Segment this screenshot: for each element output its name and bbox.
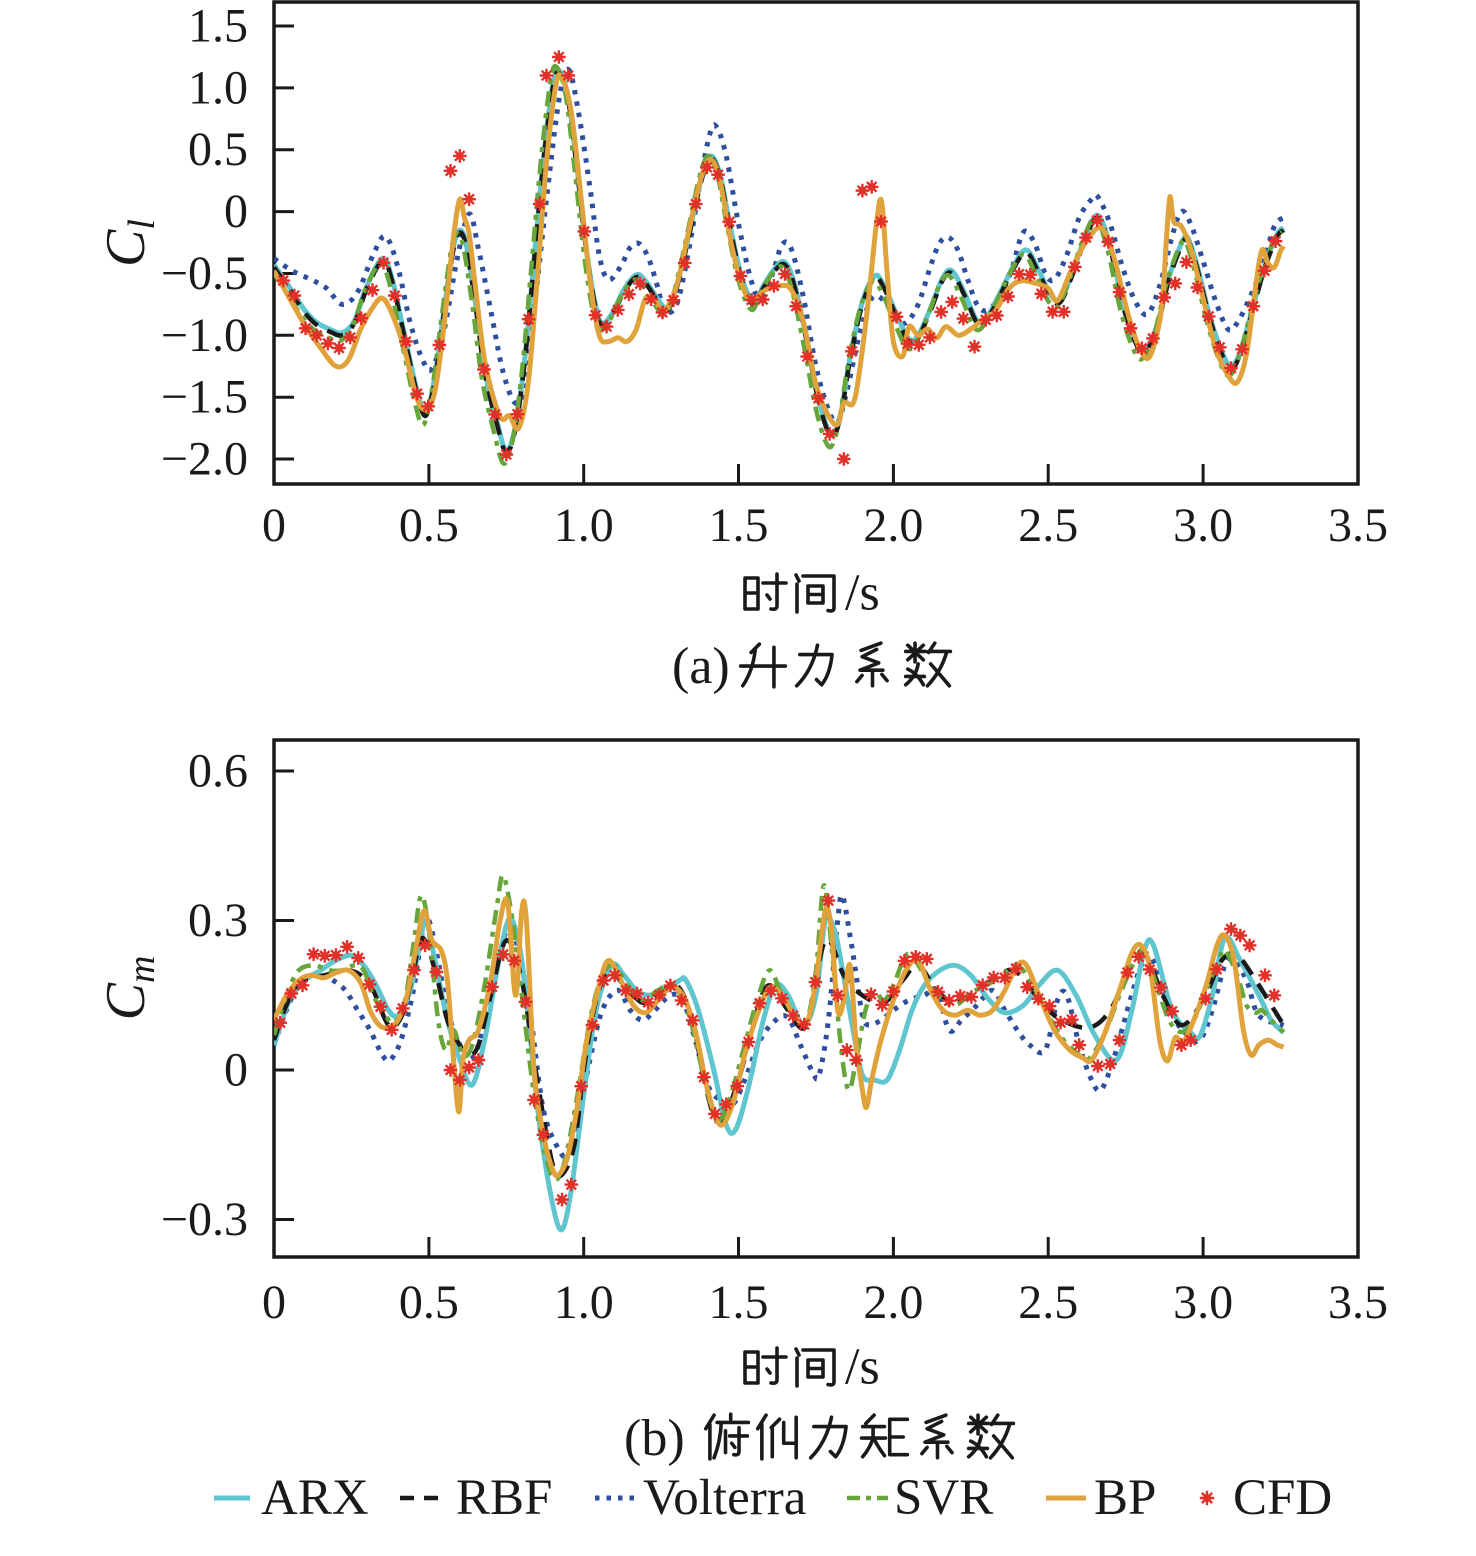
svg-text:−0.3: −0.3 bbox=[161, 1193, 248, 1246]
svg-text:CFD: CFD bbox=[1233, 1470, 1332, 1526]
svg-text:−1.5: −1.5 bbox=[161, 371, 248, 424]
svg-text:−1.0: −1.0 bbox=[161, 309, 248, 362]
svg-text:2.5: 2.5 bbox=[1018, 499, 1078, 552]
svg-text:3.0: 3.0 bbox=[1173, 1276, 1233, 1329]
svg-text:−0.5: −0.5 bbox=[161, 247, 248, 300]
svg-text:/s: /s bbox=[845, 1339, 880, 1396]
svg-text:3.0: 3.0 bbox=[1173, 499, 1233, 552]
svg-text:RBF: RBF bbox=[456, 1470, 552, 1526]
svg-text:(b): (b) bbox=[624, 1410, 685, 1467]
svg-text:(a): (a) bbox=[672, 638, 730, 695]
svg-text:2.0: 2.0 bbox=[863, 499, 923, 552]
svg-text:0: 0 bbox=[262, 499, 286, 552]
svg-text:0.5: 0.5 bbox=[188, 123, 248, 176]
svg-text:0: 0 bbox=[224, 185, 248, 238]
svg-text:3.5: 3.5 bbox=[1328, 499, 1388, 552]
svg-text:2.5: 2.5 bbox=[1018, 1276, 1078, 1329]
svg-text:−2.0: −2.0 bbox=[161, 433, 248, 486]
svg-text:0: 0 bbox=[224, 1044, 248, 1097]
svg-text:0: 0 bbox=[262, 1276, 286, 1329]
svg-text:2.0: 2.0 bbox=[863, 1276, 923, 1329]
svg-text:Volterra: Volterra bbox=[643, 1470, 806, 1526]
svg-text:1.0: 1.0 bbox=[188, 61, 248, 114]
svg-text:3.5: 3.5 bbox=[1328, 1276, 1388, 1329]
svg-text:1.0: 1.0 bbox=[554, 1276, 614, 1329]
svg-text:SVR: SVR bbox=[894, 1470, 993, 1526]
svg-text:1.0: 1.0 bbox=[554, 499, 614, 552]
svg-text:1.5: 1.5 bbox=[188, 0, 248, 53]
svg-text:0.5: 0.5 bbox=[399, 499, 459, 552]
svg-text:ARX: ARX bbox=[261, 1470, 369, 1526]
svg-text:1.5: 1.5 bbox=[709, 1276, 769, 1329]
svg-text:/s: /s bbox=[845, 565, 880, 622]
svg-text:BP: BP bbox=[1094, 1470, 1156, 1526]
svg-text:0.5: 0.5 bbox=[399, 1276, 459, 1329]
svg-text:0.6: 0.6 bbox=[188, 745, 248, 798]
svg-text:0.3: 0.3 bbox=[188, 894, 248, 947]
svg-text:1.5: 1.5 bbox=[709, 499, 769, 552]
